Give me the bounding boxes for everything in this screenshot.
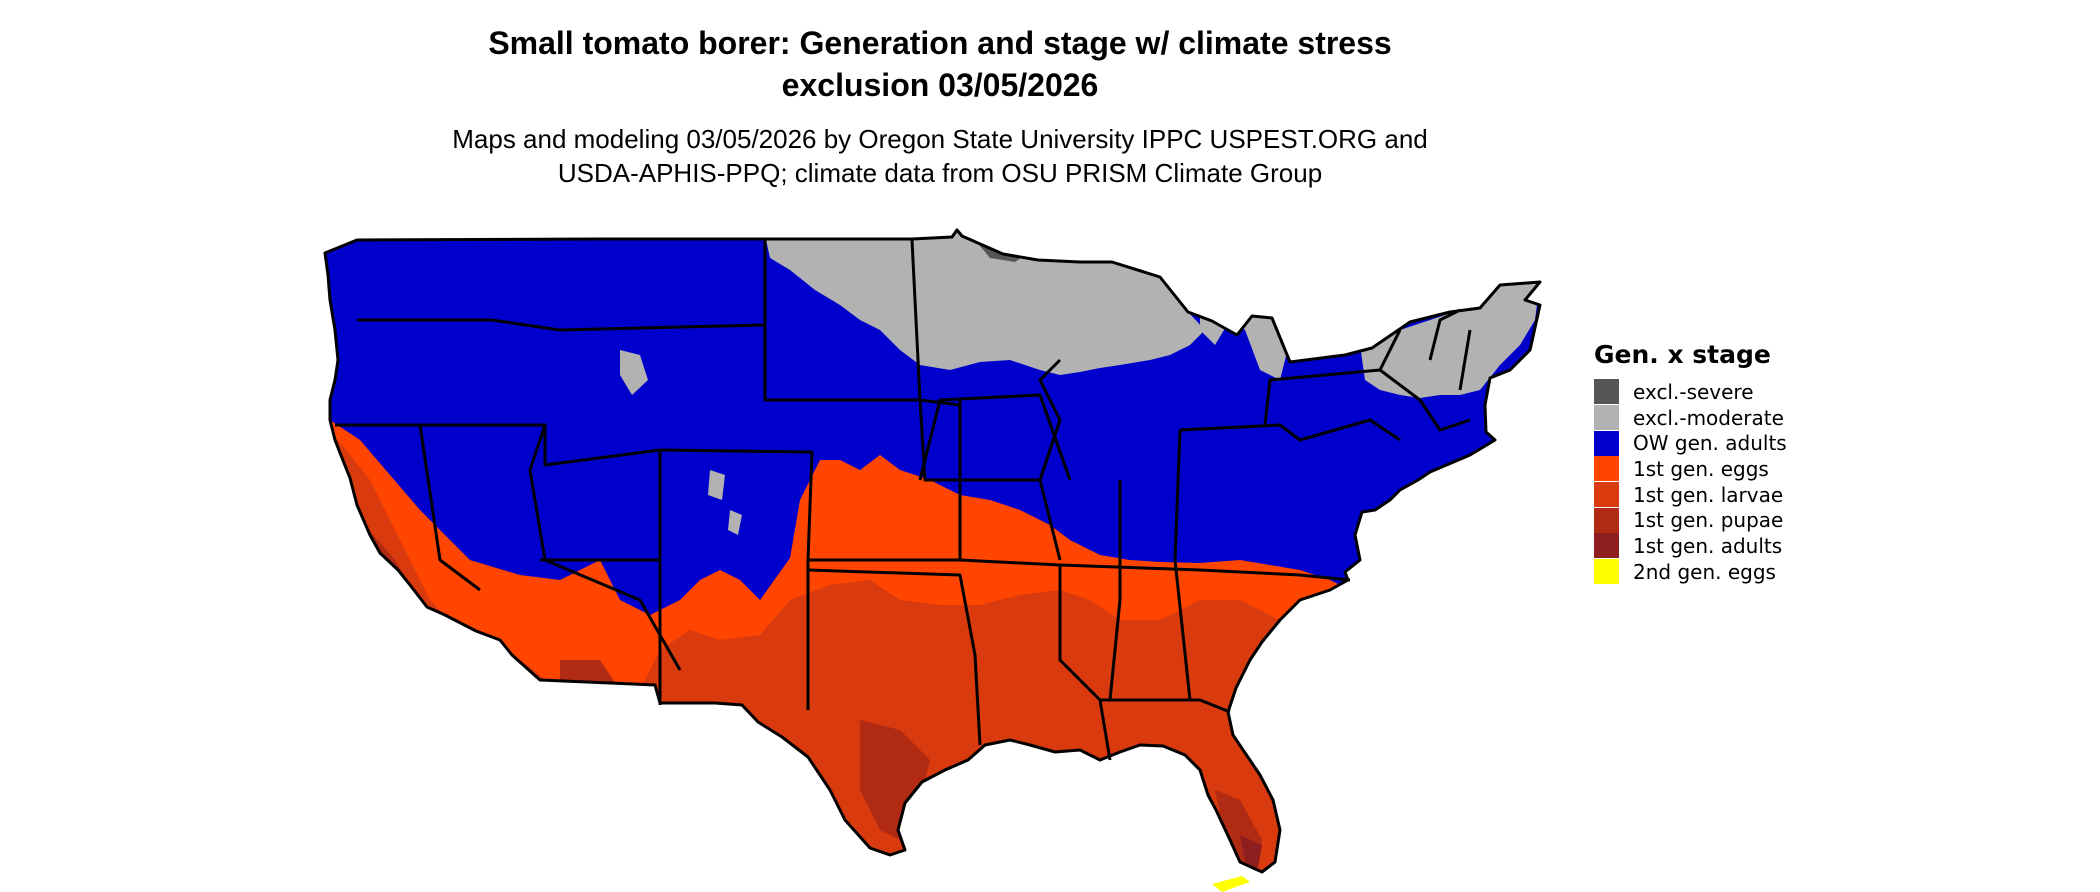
- legend-item: 1st gen. eggs: [1594, 456, 1787, 482]
- legend-item: 1st gen. larvae: [1594, 482, 1787, 508]
- legend-item: 1st gen. pupae: [1594, 507, 1787, 533]
- legend-swatch: [1594, 507, 1619, 533]
- legend-label: 1st gen. eggs: [1633, 456, 1769, 481]
- legend-item: 2nd gen. eggs: [1594, 559, 1787, 585]
- legend-label: excl.-severe: [1633, 379, 1754, 404]
- legend-label: 1st gen. pupae: [1633, 508, 1784, 533]
- map-subtitle-line-2: USDA-APHIS-PPQ; climate data from OSU PR…: [557, 158, 1323, 188]
- legend-swatch: [1594, 482, 1619, 508]
- legend-swatch: [1594, 405, 1619, 431]
- legend-item: OW gen. adults: [1594, 430, 1787, 456]
- legend-item: 1st gen. adults: [1594, 533, 1787, 559]
- legend-swatch: [1594, 533, 1619, 559]
- legend-label: excl.-moderate: [1633, 405, 1784, 430]
- legend-items: excl.-severe excl.-moderate OW gen. adults…: [1594, 379, 1787, 585]
- legend-label: 2nd gen. eggs: [1633, 559, 1776, 584]
- legend-label: 1st gen. adults: [1633, 533, 1783, 558]
- map-title-line-2: exclusion 03/05/2026: [781, 67, 1099, 103]
- legend-label: 1st gen. larvae: [1633, 482, 1784, 507]
- map-title-line-1: Small tomato borer: Generation and stage…: [488, 25, 1392, 61]
- legend-swatch: [1594, 559, 1619, 585]
- legend-item: excl.-moderate: [1594, 405, 1787, 431]
- map-legend: Gen. x stage excl.-severe excl.-moderate O…: [1594, 340, 1787, 585]
- legend-title: Gen. x stage: [1594, 340, 1771, 369]
- legend-swatch: [1594, 379, 1619, 405]
- legend-swatch: [1594, 456, 1619, 482]
- map-subtitle-line-1: Maps and modeling 03/05/2026 by Oregon S…: [452, 124, 1428, 154]
- legend-item: excl.-severe: [1594, 379, 1787, 405]
- legend-swatch: [1594, 430, 1619, 456]
- legend-label: OW gen. adults: [1633, 431, 1787, 456]
